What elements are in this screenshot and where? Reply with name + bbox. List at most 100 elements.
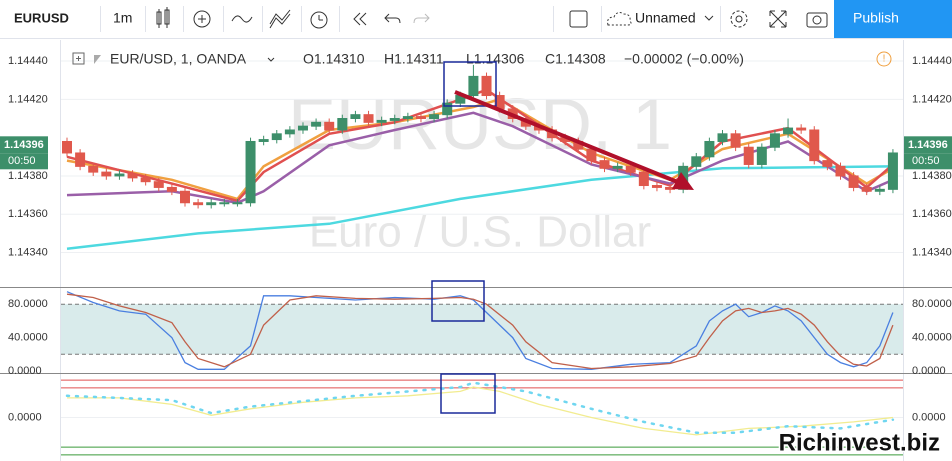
add-indicator-icon[interactable] bbox=[193, 10, 211, 28]
symbol-icon bbox=[94, 55, 101, 64]
candle-body bbox=[193, 202, 204, 206]
fullscreen-toggle[interactable] bbox=[569, 10, 588, 28]
candle-body bbox=[704, 140, 715, 158]
legend: EUR/USD, 1, OANDA O1.14310 H1.14311 L1.1… bbox=[72, 51, 892, 67]
collapse-button[interactable] bbox=[72, 52, 85, 65]
candle-body bbox=[101, 171, 112, 177]
fullscreen-icon[interactable] bbox=[769, 10, 787, 28]
legend-change: −0.00002 (−0.00%) bbox=[624, 51, 744, 67]
candle-body bbox=[284, 129, 295, 135]
candle-body bbox=[350, 114, 361, 120]
y-tick-label: 40.0000 bbox=[912, 332, 952, 344]
warning-mark: ! bbox=[883, 54, 886, 65]
candle-body bbox=[743, 146, 754, 165]
publish-button[interactable] bbox=[834, 0, 952, 38]
band bbox=[61, 304, 903, 355]
legend-open: O1.14310 bbox=[303, 51, 365, 67]
toolbar: EURUSD 1m Unnamed Publish bbox=[0, 0, 952, 39]
candle-body bbox=[153, 181, 164, 188]
y-tick-label: 1.14340 bbox=[8, 246, 48, 258]
layout-name[interactable]: Unnamed bbox=[635, 10, 696, 26]
candle-body bbox=[783, 127, 794, 135]
indicator-line bbox=[65, 381, 895, 434]
candle-body bbox=[245, 140, 256, 204]
candle-body bbox=[140, 177, 151, 183]
layout-menu[interactable] bbox=[704, 15, 714, 21]
arrow-head bbox=[672, 172, 694, 190]
last-price-label: 1.14396 bbox=[4, 139, 44, 151]
y-tick-label: 1.14420 bbox=[912, 93, 952, 105]
y-tick-label: 1.14360 bbox=[912, 208, 952, 220]
indicators-icon[interactable] bbox=[231, 15, 253, 23]
site-watermark: Richinvest.biz bbox=[779, 429, 940, 456]
countdown-label: 00:50 bbox=[8, 155, 36, 167]
candle-body bbox=[481, 75, 492, 97]
candle-body bbox=[796, 127, 807, 131]
alert-icon[interactable] bbox=[310, 11, 328, 29]
candle-body bbox=[822, 160, 833, 167]
candle-body bbox=[258, 139, 269, 142]
drawings bbox=[431, 61, 694, 414]
candle-body bbox=[311, 121, 322, 127]
cloud-icon[interactable] bbox=[607, 12, 632, 26]
legend-title: EUR/USD, 1, OANDA bbox=[110, 51, 247, 67]
y-tick-label: 80.0000 bbox=[8, 298, 48, 310]
candle-body bbox=[809, 129, 820, 162]
candle-body bbox=[769, 133, 780, 148]
candle-body bbox=[887, 152, 898, 190]
y-tick-label: 1.14440 bbox=[8, 55, 48, 67]
candle-body bbox=[586, 148, 597, 162]
candle-body bbox=[337, 118, 348, 131]
legend-close: C1.14308 bbox=[545, 51, 606, 67]
candle-body bbox=[376, 119, 387, 123]
toolbar-bg bbox=[0, 0, 952, 38]
candle-body bbox=[232, 202, 243, 205]
candle-body bbox=[179, 190, 190, 204]
highlight-box[interactable] bbox=[440, 373, 496, 414]
indicator-line bbox=[67, 386, 893, 436]
last-price-tag bbox=[904, 136, 952, 154]
candle-body bbox=[75, 152, 86, 167]
last-price-tag bbox=[0, 136, 48, 154]
candle-body bbox=[219, 202, 230, 205]
candle-body bbox=[127, 173, 138, 179]
symbol[interactable]: EURUSD bbox=[14, 10, 69, 25]
y-tick-label: 0.0000 bbox=[912, 411, 946, 423]
countdown-tag bbox=[904, 153, 952, 170]
settings-icon[interactable] bbox=[730, 10, 748, 28]
y-tick-label: 80.0000 bbox=[912, 298, 952, 310]
highlight-box[interactable] bbox=[431, 280, 485, 322]
highlight-box[interactable] bbox=[443, 61, 497, 107]
candle-body bbox=[730, 133, 741, 148]
y-tick-label: 1.14380 bbox=[912, 170, 952, 182]
y-tick-label: 40.0000 bbox=[8, 332, 48, 344]
countdown-label: 00:50 bbox=[912, 155, 940, 167]
y-tick-label: 1.14420 bbox=[8, 93, 48, 105]
candle-body bbox=[874, 188, 885, 192]
snapshot-icon[interactable] bbox=[806, 12, 828, 28]
candle-body bbox=[389, 118, 400, 121]
interval[interactable]: 1m bbox=[113, 10, 132, 26]
y-tick-label: 0.0000 bbox=[8, 365, 42, 377]
candle-body bbox=[206, 202, 217, 206]
redo-icon[interactable] bbox=[413, 13, 430, 24]
indicator-line bbox=[66, 293, 894, 370]
watermark-subtitle: Euro / U.S. Dollar bbox=[309, 208, 651, 257]
replay-icon[interactable] bbox=[353, 12, 367, 26]
undo-icon[interactable] bbox=[384, 13, 401, 24]
candle-body bbox=[848, 175, 859, 188]
candle-body bbox=[271, 133, 282, 141]
templates-icon[interactable] bbox=[269, 9, 291, 29]
candle-body bbox=[363, 114, 374, 123]
publish-label[interactable]: Publish bbox=[853, 10, 899, 26]
candle-body bbox=[62, 140, 72, 154]
y-tick-label: 0.0000 bbox=[912, 365, 946, 377]
last-price-label: 1.14396 bbox=[908, 139, 948, 151]
warning-icon[interactable] bbox=[876, 51, 892, 67]
candle-body bbox=[114, 173, 125, 177]
candle-body bbox=[651, 185, 662, 188]
trend-arrow[interactable] bbox=[454, 90, 681, 185]
candles-icon[interactable] bbox=[156, 7, 170, 28]
candle-body bbox=[861, 186, 872, 192]
legend-menu[interactable] bbox=[267, 57, 275, 62]
